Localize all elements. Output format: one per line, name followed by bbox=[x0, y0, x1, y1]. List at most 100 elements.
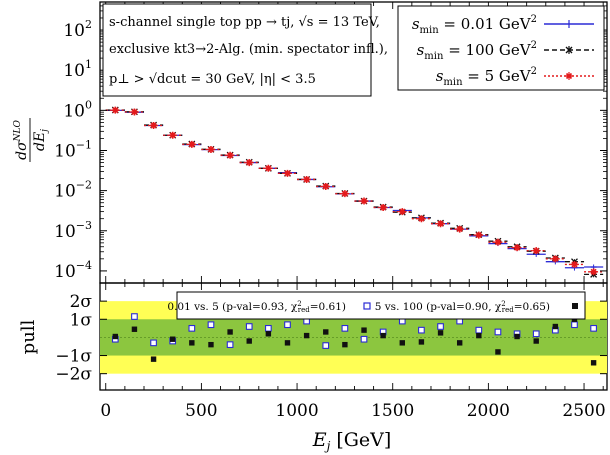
pull-point-filled bbox=[208, 341, 214, 348]
main-y-tick-exponent: −1 bbox=[76, 138, 92, 151]
series-3-marker bbox=[303, 175, 311, 183]
legend-label-part: s bbox=[436, 67, 444, 85]
pull-legend-label-2: 5 vs. 100 (p-val=0.90, χ2 red=0.65) bbox=[375, 300, 550, 314]
legend-label-part: min bbox=[424, 51, 444, 62]
legend-label-part: s bbox=[412, 15, 420, 33]
legend-label-part: 2 bbox=[531, 14, 537, 25]
main-y-tick-exponent: 0 bbox=[85, 98, 92, 111]
series-3-marker bbox=[322, 182, 330, 190]
pull-point-open bbox=[150, 339, 157, 347]
pull-point-open bbox=[494, 328, 502, 336]
x-axis-label: Ej [GeV] bbox=[312, 429, 392, 453]
series-3-marker bbox=[417, 215, 425, 223]
pull-point-filled bbox=[246, 338, 252, 344]
pull-point-filled bbox=[476, 332, 482, 339]
annotation-line-3: p⊥ > √dcut = 30 GeV, |η| < 3.5 bbox=[109, 72, 316, 87]
legend-marker-2 bbox=[565, 46, 573, 54]
pull-y-tick-label: 1σ bbox=[70, 310, 93, 330]
pull-point-open bbox=[475, 326, 483, 334]
main-y-tick-label: 100 bbox=[63, 98, 92, 121]
pull-points-group bbox=[111, 313, 597, 366]
series-3-marker bbox=[379, 203, 387, 211]
pull-legend-marker-1 bbox=[363, 302, 371, 310]
legend-label-part: = 100 GeV bbox=[443, 41, 531, 59]
series-3-marker bbox=[570, 260, 578, 268]
pull-point-filled bbox=[303, 332, 310, 339]
pull-legend-label-part: red bbox=[502, 306, 514, 314]
pull-point-filled bbox=[552, 323, 559, 330]
pull-point-filled bbox=[361, 327, 367, 333]
pull-point-filled bbox=[495, 349, 501, 355]
legend-label-2: smin = 100 GeV2 bbox=[417, 40, 537, 62]
main-y-tick-base: 10 bbox=[63, 61, 85, 81]
main-y-tick-exponent: −4 bbox=[76, 259, 92, 272]
series-2 bbox=[105, 106, 604, 278]
legend-label-part: 2 bbox=[531, 40, 537, 51]
pull-point-open bbox=[245, 323, 253, 330]
annotation-box bbox=[102, 3, 372, 97]
pull-legend-label-part: 0.01 vs. 5 (p-val=0.93, χ bbox=[167, 301, 297, 313]
main-y-tick-label: 10−3 bbox=[54, 219, 92, 242]
pull-point-filled bbox=[150, 356, 157, 362]
pull-point-filled bbox=[590, 360, 597, 366]
pull-legend-label-1: 0.01 vs. 5 (p-val=0.93, χ2 red=0.61) bbox=[167, 300, 346, 314]
series-3-marker bbox=[207, 145, 215, 153]
pull-point-filled bbox=[131, 326, 138, 332]
annotation-line-1: s-channel single top pp → tj, √s = 13 Te… bbox=[109, 15, 380, 30]
pull-point-open bbox=[360, 335, 368, 343]
legend-label-part: min bbox=[443, 77, 463, 88]
main-y-tick-base: 10 bbox=[54, 222, 76, 242]
series-3-marker bbox=[283, 169, 291, 177]
pull-point-filled bbox=[437, 330, 444, 336]
pull-point-open bbox=[131, 313, 138, 320]
pull-point-filled bbox=[514, 333, 520, 340]
main-series-group bbox=[105, 106, 604, 278]
series-3-marker bbox=[494, 238, 502, 246]
pull-point-filled bbox=[399, 340, 405, 346]
pull-point-open bbox=[265, 324, 272, 332]
pull-point-filled bbox=[380, 332, 386, 339]
series-3-marker bbox=[111, 106, 119, 114]
series-3-marker bbox=[360, 197, 368, 205]
series-3-marker bbox=[150, 121, 158, 129]
pull-point-open bbox=[341, 324, 349, 332]
pull-point-open bbox=[188, 324, 196, 332]
series-3-marker bbox=[551, 255, 559, 263]
pull-legend-box bbox=[176, 291, 586, 320]
pull-point-filled bbox=[189, 340, 195, 346]
legend-label-part: = 0.01 GeV bbox=[439, 15, 532, 33]
pull-legend-label-part: =0.61) bbox=[310, 301, 346, 313]
main-y-tick-label: 102 bbox=[63, 18, 92, 41]
main-y-tick-exponent: −2 bbox=[76, 179, 92, 192]
main-y-tick-base: 10 bbox=[63, 21, 85, 41]
main-y-tick-label: 10−2 bbox=[54, 179, 92, 202]
pull-y-tick-label: −2σ bbox=[55, 365, 92, 385]
pull-point-open bbox=[284, 321, 291, 329]
legend-label-part: = 5 GeV bbox=[463, 67, 532, 85]
legend-marker-3 bbox=[565, 72, 573, 80]
pull-legend: 0.01 vs. 5 (p-val=0.93, χ2 red=0.61) 5 vs.… bbox=[167, 300, 578, 314]
main-y-tick-label: 10−1 bbox=[54, 138, 92, 161]
pull-point-open bbox=[418, 326, 425, 334]
pull-point-filled bbox=[265, 331, 272, 337]
pull-legend-marker-2 bbox=[572, 303, 578, 309]
series-3-marker bbox=[245, 159, 253, 167]
pull-point-filled bbox=[533, 338, 539, 344]
pull-y-tick-label: −1σ bbox=[55, 347, 92, 367]
x-tick-label: 1000 bbox=[275, 401, 318, 421]
pull-y-axis-label: pull bbox=[18, 319, 39, 354]
pull-point-filled bbox=[342, 341, 348, 348]
ylabel-numerator: dσNLO bbox=[13, 120, 30, 160]
legend-label-3: smin = 5 GeV2 bbox=[436, 66, 537, 88]
x-tick-label: 1500 bbox=[371, 401, 414, 421]
pull-point-open bbox=[322, 342, 330, 349]
pull-legend-label-part: 2 bbox=[501, 300, 505, 308]
pull-point-open bbox=[532, 330, 540, 338]
main-y-tick-base: 10 bbox=[54, 141, 76, 161]
x-tick-label: 500 bbox=[185, 401, 217, 421]
main-y-axis-label: dσNLO dEj bbox=[13, 118, 50, 162]
pull-point-filled bbox=[284, 340, 291, 346]
pull-point-open bbox=[590, 324, 597, 332]
